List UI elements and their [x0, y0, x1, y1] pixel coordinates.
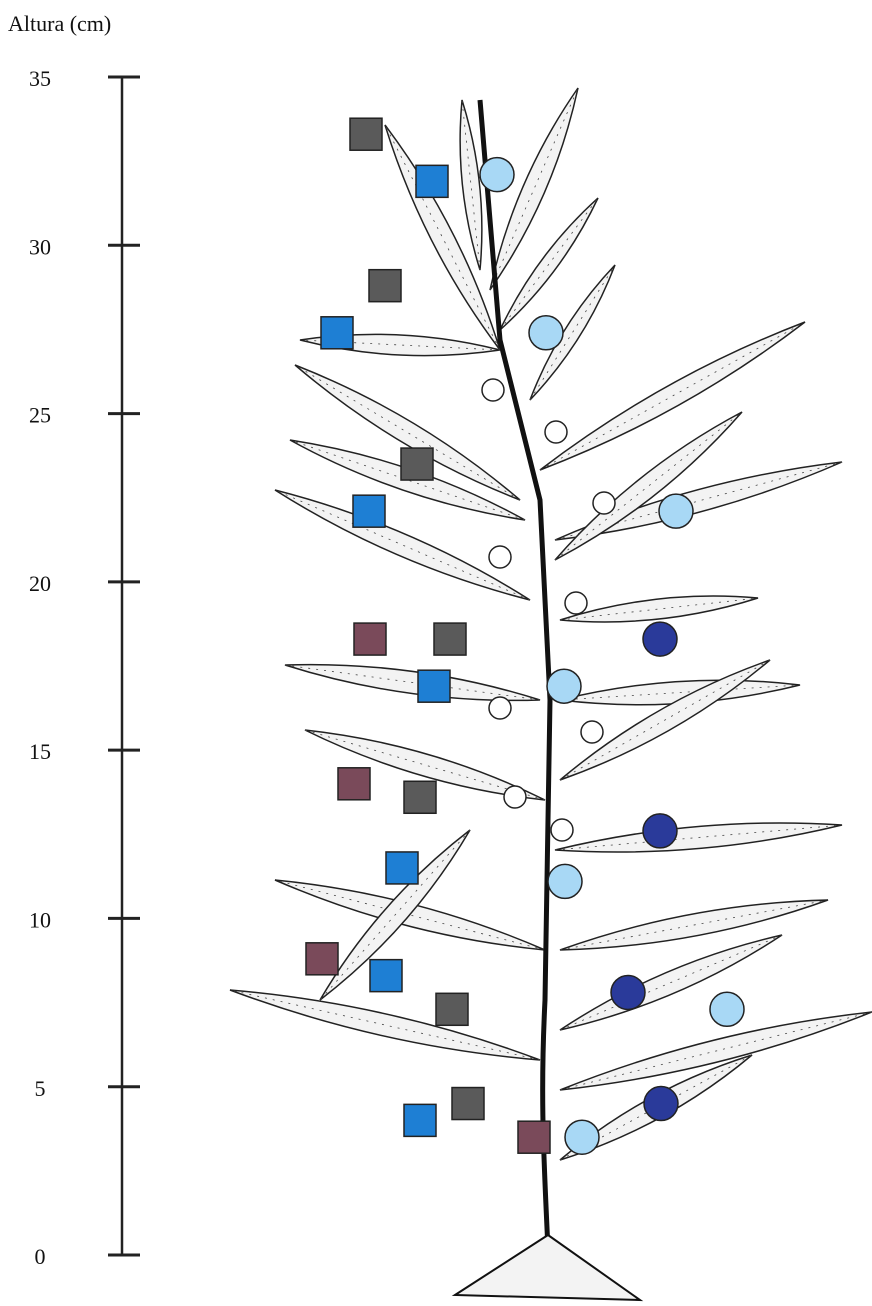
y-tick-label: 30 — [29, 234, 51, 259]
circle-marker — [710, 992, 744, 1026]
flower-head — [593, 492, 615, 514]
chart: Altura (cm) 0 5 10 15 20 25 30 35 — [0, 0, 872, 1306]
y-tick-label: 0 — [35, 1244, 46, 1269]
square-marker — [418, 670, 450, 702]
square-marker — [321, 317, 353, 349]
circle-marker — [547, 669, 581, 703]
square-marker — [401, 448, 433, 480]
y-tick-label: 10 — [29, 907, 51, 932]
leaf — [560, 596, 758, 622]
flower-head — [545, 421, 567, 443]
y-tick-label: 15 — [29, 739, 51, 764]
square-marker — [436, 993, 468, 1025]
square-marker — [338, 768, 370, 800]
circle-marker — [611, 975, 645, 1009]
flower-head — [504, 786, 526, 808]
square-marker — [434, 623, 466, 655]
circle-marker — [644, 1087, 678, 1121]
square-marker — [518, 1121, 550, 1153]
square-marker — [306, 943, 338, 975]
square-marker — [350, 118, 382, 150]
y-axis-title: Altura (cm) — [8, 11, 111, 36]
square-marker — [353, 495, 385, 527]
circle-marker — [529, 316, 563, 350]
square-marker — [354, 623, 386, 655]
square-marker — [370, 960, 402, 992]
y-tick-label: 25 — [29, 403, 51, 428]
flower-head — [489, 546, 511, 568]
circle-marker — [548, 864, 582, 898]
y-tick-label: 5 — [35, 1076, 46, 1101]
circle-marker — [565, 1120, 599, 1154]
square-marker — [452, 1088, 484, 1120]
y-tick-label: 20 — [29, 571, 51, 596]
circle-marker — [643, 814, 677, 848]
leaf — [230, 990, 540, 1060]
circle-marker — [480, 158, 514, 192]
square-marker — [416, 165, 448, 197]
flower-head — [565, 592, 587, 614]
square-marker — [404, 1104, 436, 1136]
flower-head — [551, 819, 573, 841]
square-marker — [404, 781, 436, 813]
flower-head — [581, 721, 603, 743]
square-marker — [369, 270, 401, 302]
circle-marker — [643, 622, 677, 656]
circle-marker — [659, 494, 693, 528]
flower-head — [489, 697, 511, 719]
roots — [455, 1235, 640, 1300]
y-tick-label: 35 — [29, 66, 51, 91]
leaf — [460, 100, 482, 270]
square-marker — [386, 852, 418, 884]
flower-head — [482, 379, 504, 401]
